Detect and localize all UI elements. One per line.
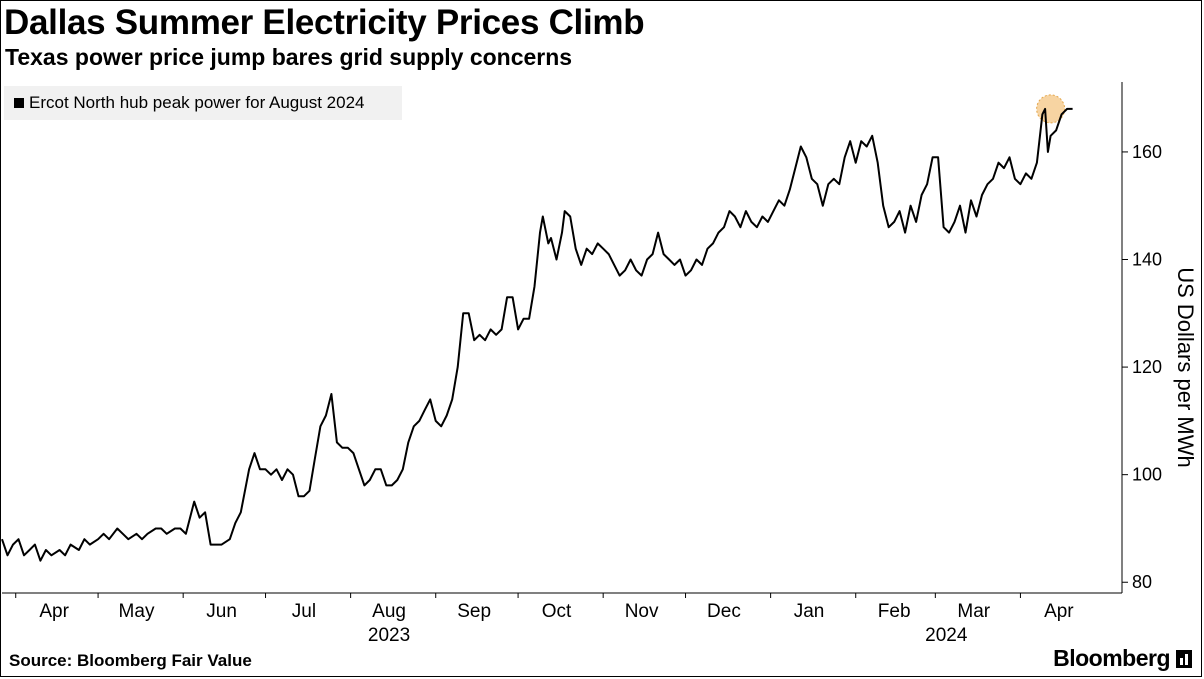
y-tick-label: 100: [1132, 465, 1162, 485]
y-tick-label: 120: [1132, 357, 1162, 377]
series-line: [1, 107, 1073, 562]
source-note: Source: Bloomberg Fair Value: [9, 651, 252, 670]
y-axis-title: US Dollars per MWh: [1173, 267, 1198, 467]
x-tick-label: May: [119, 601, 155, 622]
x-tick-label: Oct: [542, 601, 572, 622]
chart-subtitle: Texas power price jump bares grid supply…: [5, 44, 573, 70]
year-label: 2024: [925, 625, 968, 646]
y-tick-label: 160: [1132, 142, 1162, 162]
x-tick-label: Jun: [206, 601, 237, 622]
y-tick-label: 80: [1132, 572, 1152, 592]
brand-logo: Bloomberg: [1053, 645, 1192, 672]
x-tick-label: Apr: [39, 601, 69, 622]
brand-name: Bloomberg: [1053, 645, 1170, 671]
year-label: 2023: [368, 625, 410, 646]
bloomberg-bar-chart-icon: [1176, 649, 1192, 668]
x-tick-label: Nov: [625, 601, 659, 622]
x-tick-label: Mar: [957, 601, 990, 622]
legend-label: Ercot North hub peak power for August 20…: [29, 93, 365, 112]
highlight-marker: [1036, 94, 1066, 124]
x-tick-label: Feb: [878, 601, 911, 622]
x-tick-label: Jul: [292, 601, 316, 622]
y-tick-label: 140: [1132, 250, 1162, 270]
x-tick-label: Aug: [372, 601, 406, 622]
x-tick-label: Dec: [707, 601, 741, 622]
x-tick-label: Jan: [794, 601, 825, 622]
legend: Ercot North hub peak power for August 20…: [4, 86, 402, 120]
legend-swatch: [14, 98, 24, 108]
x-tick-label: Sep: [457, 601, 491, 622]
x-tick-label: Apr: [1044, 601, 1074, 622]
chart-title: Dallas Summer Electricity Prices Climb: [4, 3, 645, 42]
